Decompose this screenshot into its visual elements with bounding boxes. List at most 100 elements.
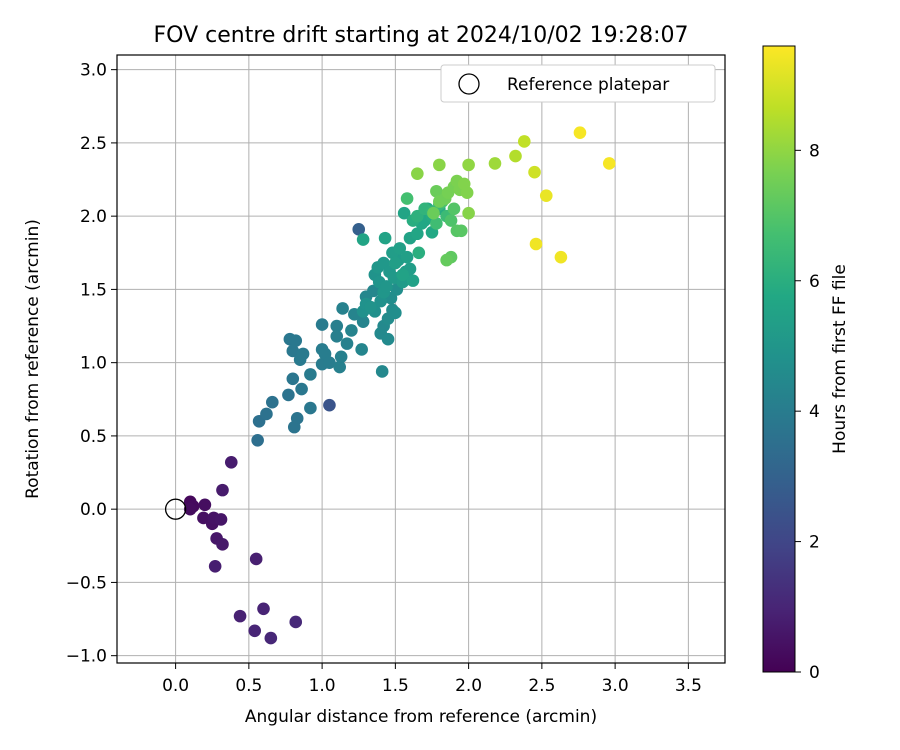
x-axis-label: Angular distance from reference (arcmin) <box>245 707 597 727</box>
scatter-point <box>389 256 402 270</box>
scatter-point <box>454 224 468 238</box>
y-axis-label: Rotation from reference (arcmin) <box>23 219 43 499</box>
scatter-point <box>488 157 502 170</box>
x-tick-label: 0.5 <box>235 676 262 696</box>
x-tick-label: 0.0 <box>162 676 189 696</box>
scatter-point <box>304 368 317 381</box>
scatter-point <box>260 407 273 421</box>
colorbar-tick-label: 8 <box>809 141 820 161</box>
scatter-point <box>233 609 247 623</box>
scatter-point <box>286 372 300 386</box>
scatter-point <box>282 388 295 402</box>
colorbar-tick-label: 2 <box>809 533 820 553</box>
y-tick-label: 2.5 <box>80 134 107 154</box>
scatter-point <box>356 315 370 328</box>
scatter-point <box>411 167 424 180</box>
y-axis-ticks: −1.0 −0.5 0.0 0.5 1.0 1.5 2.0 2.5 3.0 <box>66 61 117 667</box>
y-tick-label: −0.5 <box>66 573 107 593</box>
scatter-point <box>289 334 303 347</box>
scatter-point <box>296 347 310 361</box>
scatter-point <box>528 165 541 179</box>
x-tick-label: 2.0 <box>455 676 482 696</box>
scatter-point <box>265 395 279 409</box>
y-tick-label: −1.0 <box>66 647 107 667</box>
scatter-point <box>334 350 348 364</box>
scatter-point <box>444 214 458 227</box>
reference-marker <box>164 498 187 520</box>
scatter-point <box>389 306 402 320</box>
y-tick-label: 1.5 <box>80 280 107 300</box>
scatter-point <box>364 300 377 314</box>
scatter-point <box>340 337 354 350</box>
scatter-point <box>411 227 424 241</box>
scatter-point <box>400 250 414 264</box>
x-tick-label: 3.0 <box>602 676 629 696</box>
scatter-point <box>380 280 393 293</box>
x-tick-label: 3.5 <box>675 676 702 696</box>
scatter-point <box>336 302 349 315</box>
scatter-point <box>397 206 411 220</box>
scatter-point <box>433 158 446 172</box>
colorbar-label: Hours from first FF file <box>830 264 850 454</box>
scatter-point <box>295 382 308 396</box>
x-tick-label: 1.0 <box>309 676 336 696</box>
scatter-point <box>430 184 443 198</box>
colorbar-tick-label: 0 <box>809 663 820 683</box>
y-tick-label: 0.5 <box>80 427 107 447</box>
scatter-point <box>400 192 414 205</box>
y-tick-label: 2.0 <box>80 207 107 227</box>
scatter-point <box>529 237 543 251</box>
scatter-point <box>286 344 300 358</box>
scatter-point <box>216 538 229 551</box>
scatter-point <box>216 483 229 497</box>
scatter-point <box>539 189 553 202</box>
scatter-point <box>249 552 263 566</box>
scatter-point <box>352 223 366 236</box>
scatter-point <box>198 498 212 512</box>
y-tick-label: 3.0 <box>80 61 107 81</box>
scatter-point <box>289 615 303 629</box>
scatter-point <box>406 274 420 287</box>
scatter-point <box>330 319 344 333</box>
scatter-point <box>356 233 370 246</box>
scatter-point <box>323 356 336 369</box>
legend-box <box>440 64 716 103</box>
scatter-point <box>462 158 475 172</box>
scatter-point <box>375 365 389 378</box>
scatter-point <box>290 412 304 425</box>
colorbar-tick-label: 4 <box>809 402 820 422</box>
scatter-point <box>183 502 197 516</box>
x-tick-label: 2.5 <box>528 676 555 696</box>
scatter-point <box>381 332 395 346</box>
scatter-point <box>447 202 461 216</box>
scatter-point <box>393 242 407 255</box>
scatter-point <box>251 434 264 447</box>
x-tick-label: 1.5 <box>382 676 409 696</box>
scatter-point <box>333 360 346 374</box>
scatter-point <box>304 401 317 415</box>
colorbar: 0 2 4 6 8 Hours from first FF file <box>762 45 850 683</box>
data-points <box>183 126 616 645</box>
colorbar-tick-label: 6 <box>809 272 820 292</box>
plot-frame <box>116 54 726 664</box>
scatter-point <box>517 135 531 148</box>
chart-title: FOV centre drift starting at 2024/10/02 … <box>154 23 689 48</box>
scatter-point <box>412 246 426 260</box>
legend-label: Reference platepar <box>507 75 669 95</box>
scatter-point <box>378 231 392 245</box>
legend: Reference platepar <box>440 64 716 103</box>
reference-point <box>164 498 187 520</box>
scatter-point <box>224 455 238 469</box>
scatter-point <box>573 126 587 139</box>
scatter-point <box>330 329 344 343</box>
y-tick-label: 0.0 <box>80 500 107 520</box>
scatter-point <box>509 149 522 163</box>
grid-lines <box>117 55 725 663</box>
x-axis-ticks: 0.0 0.5 1.0 1.5 2.0 2.5 3.0 3.5 <box>162 663 702 696</box>
scatter-point <box>396 268 409 282</box>
scatter-point <box>323 398 336 412</box>
scatter-point <box>355 343 368 356</box>
scatter-point <box>462 206 475 220</box>
legend-marker-icon <box>458 73 480 95</box>
